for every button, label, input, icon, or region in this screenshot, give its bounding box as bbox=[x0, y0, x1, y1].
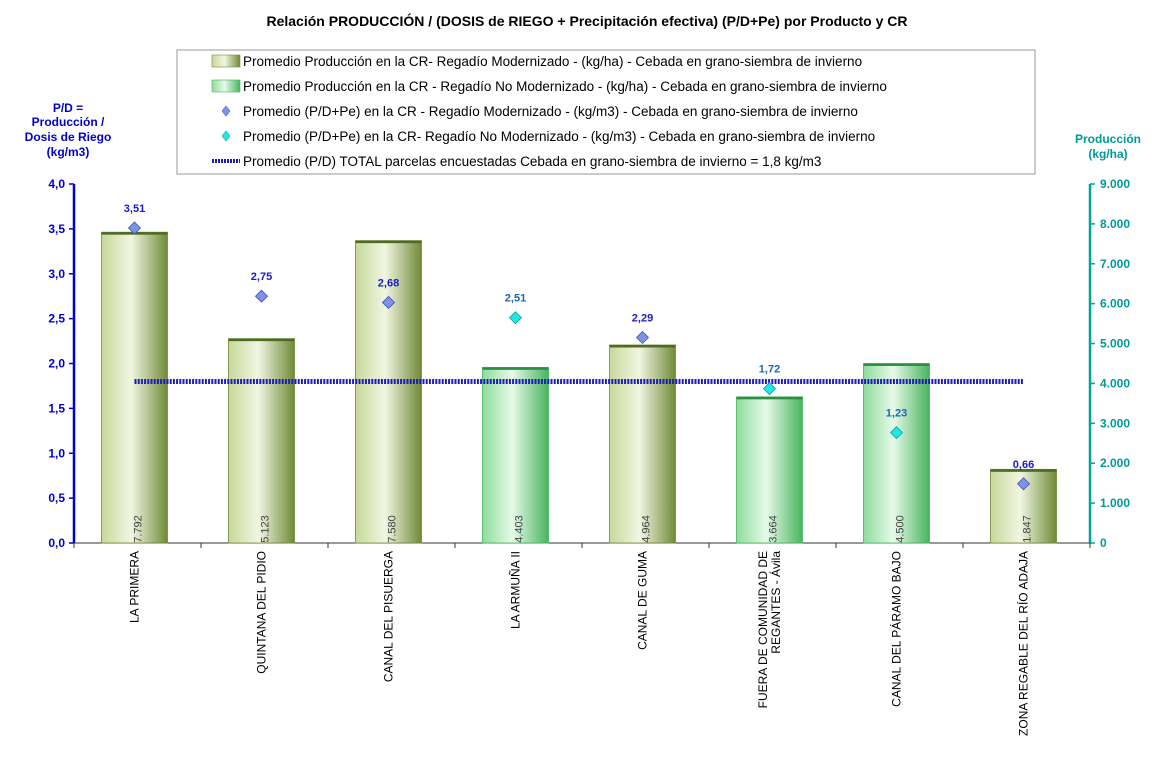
right-axis-title: Producción (kg/ha) bbox=[1075, 132, 1141, 161]
bar-top-edge bbox=[990, 469, 1057, 472]
legend-swatch-mod-bar bbox=[211, 54, 241, 68]
legend-item-mod-point: Promedio (P/D+Pe) en la CR - Regadío Mod… bbox=[243, 104, 858, 119]
bar-value-label: 7.580 bbox=[387, 515, 399, 543]
category-labels: LA PRIMERA QUINTANA DEL PIDIO CANAL DEL PI… bbox=[128, 551, 1031, 736]
legend: Promedio Producción en la CR- Regadío Mo… bbox=[176, 49, 1036, 175]
category-ticks bbox=[73, 543, 1091, 548]
bar-value-label: 4.403 bbox=[514, 515, 526, 543]
legend-item-mod-bar: Promedio Producción en la CR- Regadío Mo… bbox=[243, 54, 862, 69]
right-axis-ticks: 0 1.000 2.000 3.000 4.000 5.000 6.000 7.000 8.00… bbox=[1090, 177, 1130, 550]
left-tick-label: 2,0 bbox=[48, 357, 65, 371]
legend-item-nomod-bar: Promedio Producción en la CR - Regadío N… bbox=[243, 79, 887, 94]
pd-point-no-modernizado bbox=[508, 311, 523, 325]
left-tick-label: 3,5 bbox=[48, 222, 65, 236]
right-tick-label: 5.000 bbox=[1100, 337, 1130, 351]
left-tick-label: 1,5 bbox=[48, 401, 65, 415]
right-tick-label: 7.000 bbox=[1100, 257, 1130, 271]
pd-point-no-modernizado bbox=[762, 382, 777, 396]
left-tick-label: 2,5 bbox=[48, 312, 65, 326]
bar-modernizado bbox=[228, 338, 295, 544]
pd-point-label: 2,51 bbox=[505, 293, 526, 305]
pd-point-modernizado bbox=[1016, 477, 1031, 491]
right-tick-label: 1.000 bbox=[1100, 496, 1130, 510]
pd-point-label: 2,75 bbox=[251, 271, 272, 283]
left-tick-label: 0,5 bbox=[48, 491, 65, 505]
left-axis-title: P/D = Producción / Dosis de Riego (kg/m3… bbox=[25, 101, 112, 159]
bar-modernizado bbox=[101, 231, 168, 544]
pd-point-label: 0,66 bbox=[1013, 459, 1034, 471]
bar-top-edge bbox=[482, 367, 549, 370]
pd-points: 3,51 2,75 2,68 2,51 2,29 1,72 1,23 0,66 bbox=[124, 203, 1034, 491]
left-tick-label: 0,0 bbox=[48, 536, 65, 550]
pd-point-label: 1,72 bbox=[759, 364, 780, 376]
pd-point-modernizado bbox=[381, 295, 396, 310]
left-axis-title-line: Producción / bbox=[32, 115, 105, 129]
pd-point-label: 1,23 bbox=[886, 408, 907, 420]
legend-frame bbox=[176, 49, 1036, 175]
bar-top-edge bbox=[355, 240, 422, 244]
pd-point-modernizado bbox=[254, 289, 269, 303]
left-tick-label: 3,0 bbox=[48, 267, 65, 281]
legend-item-nomod-point: Promedio (P/D+Pe) en la CR- Regadío No M… bbox=[243, 129, 875, 144]
pd-point-label: 2,29 bbox=[632, 312, 653, 324]
right-tick-label: 6.000 bbox=[1100, 297, 1130, 311]
bar-value-label: 7.792 bbox=[133, 515, 145, 543]
production-bars bbox=[101, 231, 1057, 544]
bar-top-edge bbox=[609, 344, 676, 348]
category-label: LA ARMUÑA II bbox=[509, 551, 523, 629]
category-label: CANAL DE GUMA bbox=[636, 551, 650, 650]
bar-value-label: 5.123 bbox=[260, 515, 272, 543]
right-tick-label: 2.000 bbox=[1100, 456, 1130, 470]
bar-value-label: 3.664 bbox=[768, 515, 780, 543]
category-label: REGANTES - Ávila bbox=[768, 551, 783, 654]
bar-no-modernizado bbox=[482, 366, 549, 544]
left-tick-label: 1,0 bbox=[48, 446, 65, 460]
left-axis-title-line: P/D = bbox=[53, 101, 83, 115]
right-tick-label: 4.000 bbox=[1100, 376, 1130, 390]
category-label: CANAL DEL PÁRAMO BAJO bbox=[889, 551, 904, 707]
bar-top-edge bbox=[228, 338, 295, 342]
bar-modernizado bbox=[609, 344, 676, 544]
category-label: ZONA REGABLE DEL RÍO ADAJA bbox=[1016, 551, 1031, 736]
pd-point-label: 3,51 bbox=[124, 203, 145, 215]
right-tick-label: 3.000 bbox=[1100, 416, 1130, 430]
right-tick-label: 0 bbox=[1100, 536, 1107, 550]
category-label: QUINTANA DEL PIDIO bbox=[255, 551, 269, 674]
left-axis-title-line: (kg/m3) bbox=[47, 145, 90, 159]
bar-value-label: 4.500 bbox=[895, 515, 907, 543]
bar-value-label: 1.847 bbox=[1022, 515, 1034, 543]
bar-modernizado bbox=[355, 240, 422, 544]
category-label: CANAL DEL PISUERGA bbox=[382, 551, 396, 682]
left-axis-ticks: 0,0 0,5 1,0 1,5 2,0 2,5 3,0 3,5 4,0 bbox=[48, 177, 74, 550]
legend-marker-nomod bbox=[221, 130, 231, 142]
left-tick-label: 4,0 bbox=[48, 177, 65, 191]
pd-point-modernizado bbox=[127, 221, 142, 235]
pd-point-label: 2,68 bbox=[378, 277, 399, 289]
legend-item-total-line: Promedio (P/D) TOTAL parcelas encuestada… bbox=[243, 154, 821, 169]
chart-title: Relación PRODUCCIÓN / (DOSIS de RIEGO + … bbox=[266, 12, 907, 29]
bar-value-label: 4.964 bbox=[641, 515, 653, 543]
left-axis-title-line: Dosis de Riego bbox=[25, 130, 112, 144]
bar-top-edge bbox=[736, 396, 803, 400]
legend-marker-mod bbox=[221, 105, 231, 117]
bar-top-edge bbox=[863, 363, 930, 366]
category-label: FUERA DE COMUNIDAD DE bbox=[756, 551, 770, 708]
right-axis-title-line: (kg/ha) bbox=[1088, 147, 1127, 161]
legend-swatch-nomod-bar bbox=[211, 79, 241, 93]
right-tick-label: 9.000 bbox=[1100, 177, 1130, 191]
pd-point-modernizado bbox=[635, 330, 650, 345]
bar-no-modernizado bbox=[736, 396, 803, 544]
right-axis-title-line: Producción bbox=[1075, 132, 1141, 146]
production-bar-labels: 7.792 5.123 7.580 4.403 4.964 3.664 4.500 1.847 bbox=[133, 515, 1034, 543]
right-tick-label: 8.000 bbox=[1100, 217, 1130, 231]
category-label: LA PRIMERA bbox=[128, 551, 142, 623]
bar-no-modernizado bbox=[863, 363, 930, 544]
pd-point-no-modernizado bbox=[889, 426, 904, 440]
